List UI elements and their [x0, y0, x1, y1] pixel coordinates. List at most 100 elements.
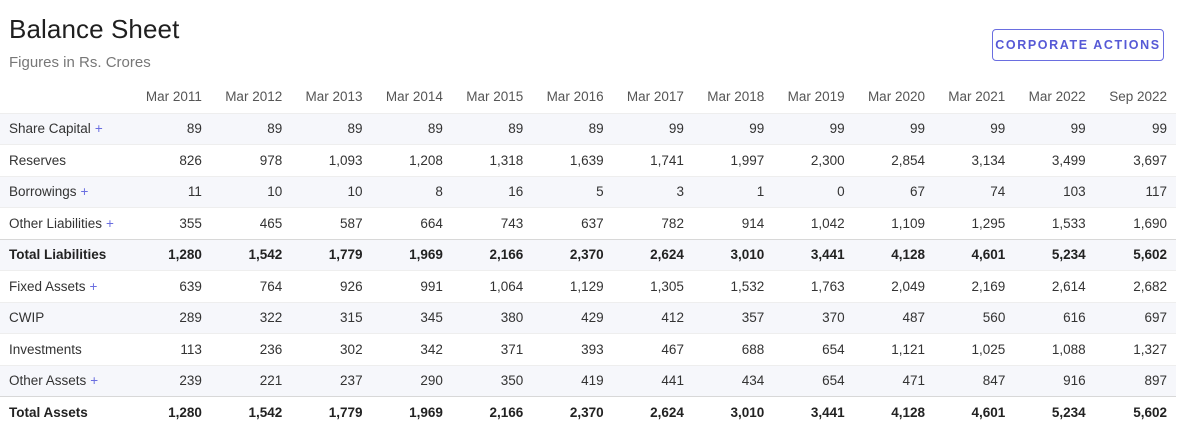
row-label: Other Assets [9, 373, 87, 389]
value-cell: 441 [661, 373, 684, 389]
value-cell: 1,542 [248, 405, 283, 420]
row-label-cell[interactable]: Borrowings + [0, 176, 132, 208]
value-cell: 2,169 [971, 278, 1006, 294]
value-cell: 2,624 [650, 247, 684, 263]
value-cell: 1,121 [891, 341, 925, 357]
column-header: Mar 2015 [466, 89, 524, 105]
value-cell: 380 [500, 310, 524, 326]
value-cell: 1,318 [489, 152, 524, 168]
value-cell: 1,690 [1133, 215, 1167, 231]
value-cell: 914 [741, 215, 765, 231]
expand-plus-icon[interactable]: + [106, 215, 114, 231]
column-header: Mar 2021 [948, 89, 1006, 105]
value-cell: 782 [661, 215, 684, 231]
value-cell: 1,969 [409, 247, 443, 263]
value-cell: 1 [756, 184, 765, 200]
value-cell: 2,166 [489, 247, 524, 263]
value-cell: 89 [427, 121, 443, 137]
value-cell: 5,234 [1051, 405, 1086, 420]
value-cell: 4,601 [971, 247, 1006, 263]
value-cell: 3,441 [810, 247, 845, 263]
value-cell: 315 [340, 310, 363, 326]
column-header: Mar 2020 [867, 89, 925, 105]
value-cell: 393 [581, 341, 604, 357]
value-cell: 1,327 [1133, 341, 1167, 357]
row-label: Investments [9, 341, 82, 357]
value-cell: 1,997 [730, 152, 765, 168]
value-cell: 412 [661, 310, 684, 326]
value-cell: 221 [259, 373, 283, 389]
value-cell: 429 [581, 310, 604, 326]
value-cell: 654 [822, 341, 845, 357]
page-subtitle: Figures in Rs. Crores [9, 54, 151, 71]
value-cell: 4,128 [891, 247, 925, 263]
value-cell: 616 [1063, 310, 1086, 326]
value-cell: 1,763 [810, 278, 845, 294]
value-cell: 3,499 [1051, 152, 1086, 168]
value-cell: 5 [596, 184, 604, 200]
expand-plus-icon[interactable]: + [90, 373, 99, 389]
row-label: Total Liabilities [9, 247, 107, 263]
row-label-cell[interactable]: Other Liabilities + [0, 208, 132, 240]
value-cell: 1,208 [409, 152, 443, 168]
row-label-header [0, 81, 132, 113]
value-cell: 1,093 [328, 152, 363, 168]
row-label-cell[interactable]: Share Capital + [0, 113, 132, 145]
column-header: Mar 2016 [546, 89, 604, 105]
value-cell: 743 [500, 215, 524, 231]
value-cell: 1,109 [891, 215, 925, 231]
table-row: Total Liabilities 1,280 1,542 1,779 1,969 2,1… [0, 239, 1176, 271]
value-cell: 236 [259, 341, 283, 357]
value-cell: 2,370 [569, 247, 604, 263]
expand-plus-icon[interactable]: + [94, 121, 103, 137]
value-cell: 1,042 [810, 215, 845, 231]
value-cell: 1,280 [168, 247, 202, 263]
value-cell: 99 [668, 121, 684, 137]
value-cell: 1,533 [1051, 215, 1086, 231]
value-cell: 419 [581, 373, 604, 389]
value-cell: 1,088 [1051, 341, 1086, 357]
value-cell: 5,602 [1133, 247, 1167, 263]
table-row: CWIP 289 322 315 345 380 429 412 357 370 487 560 616… [0, 302, 1176, 334]
value-cell: 3,134 [971, 152, 1006, 168]
value-cell: 3,697 [1133, 152, 1167, 168]
value-cell: 639 [179, 278, 202, 294]
row-label-cell: Investments [0, 334, 132, 366]
row-label: Share Capital [9, 121, 91, 137]
row-label-cell: CWIP [0, 302, 132, 334]
value-cell: 1,969 [409, 405, 443, 420]
value-cell: 697 [1144, 310, 1167, 326]
value-cell: 471 [902, 373, 925, 389]
value-cell: 487 [902, 310, 925, 326]
table-row: Other Assets +239 221 237 290 350 419 441 434 654… [0, 365, 1176, 397]
value-cell: 3,010 [730, 247, 765, 263]
value-cell: 991 [420, 278, 443, 294]
row-label-cell[interactable]: Fixed Assets + [0, 271, 132, 303]
value-cell: 239 [179, 373, 202, 389]
value-cell: 2,049 [891, 278, 925, 294]
expand-plus-icon[interactable]: + [80, 184, 89, 200]
value-cell: 4,128 [891, 405, 925, 420]
row-label: Reserves [9, 152, 67, 168]
value-cell: 89 [267, 121, 283, 137]
value-cell: 3 [676, 184, 684, 200]
row-label-cell[interactable]: Other Assets + [0, 365, 132, 397]
value-cell: 355 [179, 215, 202, 231]
value-cell: 587 [340, 215, 363, 231]
column-header: Mar 2022 [1028, 89, 1086, 105]
value-cell: 89 [508, 121, 524, 137]
table-row: Fixed Assets +639 764 926 991 1,064 1,129 1,305… [0, 270, 1176, 303]
column-header: Mar 2019 [787, 89, 845, 105]
value-cell: 1,280 [168, 405, 202, 420]
column-header: Mar 2013 [305, 89, 363, 105]
value-cell: 89 [347, 121, 363, 137]
expand-plus-icon[interactable]: + [89, 278, 98, 294]
table-row: Reserves 826 978 1,093 1,208 1,318 1,639 1,741 1… [0, 144, 1176, 177]
value-cell: 357 [741, 310, 765, 326]
value-cell: 926 [340, 278, 363, 294]
corporate-actions-button[interactable]: CORPORATE ACTIONS [992, 29, 1164, 61]
value-cell: 8 [435, 184, 443, 200]
value-cell: 1,639 [569, 152, 604, 168]
row-label-cell: Total Liabilities [0, 239, 132, 271]
table-row: Borrowings +11 10 10 8 16 5 3 1 0 67 74 103 117 [0, 176, 1176, 208]
